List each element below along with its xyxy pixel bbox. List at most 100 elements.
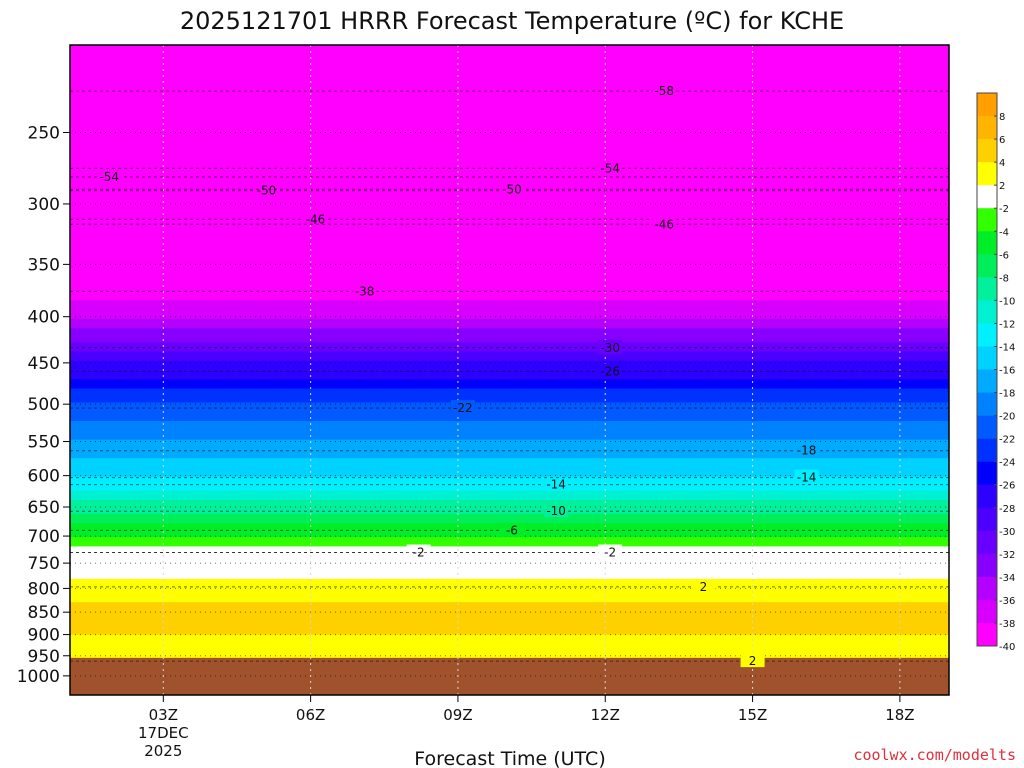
temperature-band xyxy=(70,207,949,213)
colorbar-label: -40 xyxy=(999,642,1015,653)
x-tick-label: 12Z xyxy=(591,706,620,724)
isotherm-label: -14 xyxy=(546,478,566,492)
colorbar-label: -20 xyxy=(999,412,1015,423)
temperature-band xyxy=(70,175,949,181)
temperature-band xyxy=(70,291,949,297)
x-tick-date-label: 17DEC xyxy=(138,724,189,742)
x-tick-label: 03Z xyxy=(149,706,178,724)
colorbar-swatch xyxy=(977,622,997,647)
y-tick-label: 700 xyxy=(28,527,60,547)
temperature-band xyxy=(70,648,949,654)
isotherm-label-bg xyxy=(499,522,524,537)
temperature-band xyxy=(70,421,949,427)
y-tick-label: 450 xyxy=(28,354,60,374)
temperature-band xyxy=(70,430,949,436)
y-tick-label: 250 xyxy=(28,123,60,143)
temperature-band xyxy=(70,267,949,274)
temperature-band xyxy=(70,569,949,575)
colorbar-label: 2 xyxy=(999,181,1005,192)
colorbar-swatch xyxy=(977,392,997,416)
isotherm-label-bg xyxy=(652,83,677,98)
temperature-band xyxy=(70,616,949,622)
temperature-band xyxy=(70,249,949,255)
temperature-band xyxy=(70,142,949,148)
x-axis-label: Forecast Time (UTC) xyxy=(414,748,605,768)
plot-area: -58-54-54-50 -50-46 -46-38-30-26-22-18-14-… xyxy=(69,44,950,696)
y-tick-label: 350 xyxy=(28,255,60,275)
isotherm-label: -50 xyxy=(257,184,277,198)
temperature-band xyxy=(70,653,949,659)
temperature-band xyxy=(70,110,949,116)
isotherm-label: -46 xyxy=(654,217,674,231)
ground-fill xyxy=(70,657,949,695)
temperature-band xyxy=(70,402,949,408)
temperature-band xyxy=(70,592,949,599)
temperature-band xyxy=(70,565,949,571)
temperature-band xyxy=(70,360,949,366)
temperature-band xyxy=(70,286,949,292)
colorbar-label: -12 xyxy=(999,319,1015,330)
temperature-band xyxy=(70,551,949,557)
temperature-band xyxy=(70,309,949,315)
isotherm-label: -26 xyxy=(600,364,620,378)
temperature-band xyxy=(70,170,949,176)
colorbar-swatch xyxy=(977,254,997,278)
temperature-band xyxy=(70,193,949,199)
colorbar-label: 6 xyxy=(999,135,1005,146)
temperature-band xyxy=(70,439,949,445)
credit-text: coolwx.com/modelts xyxy=(853,746,1016,764)
temperature-band xyxy=(70,481,949,487)
temperature-band xyxy=(70,240,949,246)
colorbar-label: 4 xyxy=(999,158,1005,169)
y-tick-label: 750 xyxy=(28,554,60,574)
temperature-band xyxy=(70,472,949,478)
temperature-band xyxy=(70,453,949,459)
colorbar-swatch xyxy=(977,461,997,486)
colorbar-swatch xyxy=(977,530,997,555)
temperature-band xyxy=(70,370,949,376)
isotherm-label: -14 xyxy=(797,471,817,485)
colorbar-swatch xyxy=(977,369,997,393)
temperature-band xyxy=(70,314,949,320)
temperature-band xyxy=(70,365,949,371)
isotherm-label-bg xyxy=(691,578,716,593)
isotherm-label-bg xyxy=(97,168,122,183)
temperature-band xyxy=(70,151,949,158)
temperature-band xyxy=(70,490,949,496)
temperature-band xyxy=(70,226,949,232)
temperature-band xyxy=(70,137,949,144)
temperature-band xyxy=(70,198,949,204)
temperature-band xyxy=(70,147,949,153)
colorbar-swatch xyxy=(977,116,997,140)
temperature-band xyxy=(70,244,949,250)
isotherm-label: -54 xyxy=(600,161,620,175)
colorbar-swatch xyxy=(977,185,997,209)
temperature-band xyxy=(70,332,949,339)
temperature-band xyxy=(70,467,949,473)
colorbar-label: -32 xyxy=(999,550,1015,561)
temperature-band xyxy=(70,602,949,608)
temperature-band xyxy=(70,54,949,60)
temperature-band xyxy=(70,574,949,580)
temperature-band xyxy=(70,263,949,269)
temperature-band xyxy=(70,49,949,55)
isotherm-label-bg xyxy=(598,544,623,559)
y-tick-label: 950 xyxy=(28,647,60,667)
temperature-band xyxy=(70,393,949,399)
temperature-band xyxy=(70,346,949,353)
temperature-band xyxy=(70,356,949,362)
temperature-band xyxy=(70,555,949,561)
temperature-band xyxy=(70,639,949,645)
colorbar-swatch xyxy=(977,231,997,255)
temperature-band xyxy=(70,425,949,431)
temperature-band xyxy=(70,495,949,501)
colorbar-label: -10 xyxy=(999,296,1015,307)
temperature-band xyxy=(70,541,949,548)
colorbar-swatch xyxy=(977,415,997,439)
temperature-band xyxy=(70,277,949,283)
temperature-band xyxy=(70,411,949,418)
temperature-band xyxy=(70,342,949,348)
isotherm-label-bg xyxy=(794,442,819,457)
temperature-band xyxy=(70,86,949,93)
